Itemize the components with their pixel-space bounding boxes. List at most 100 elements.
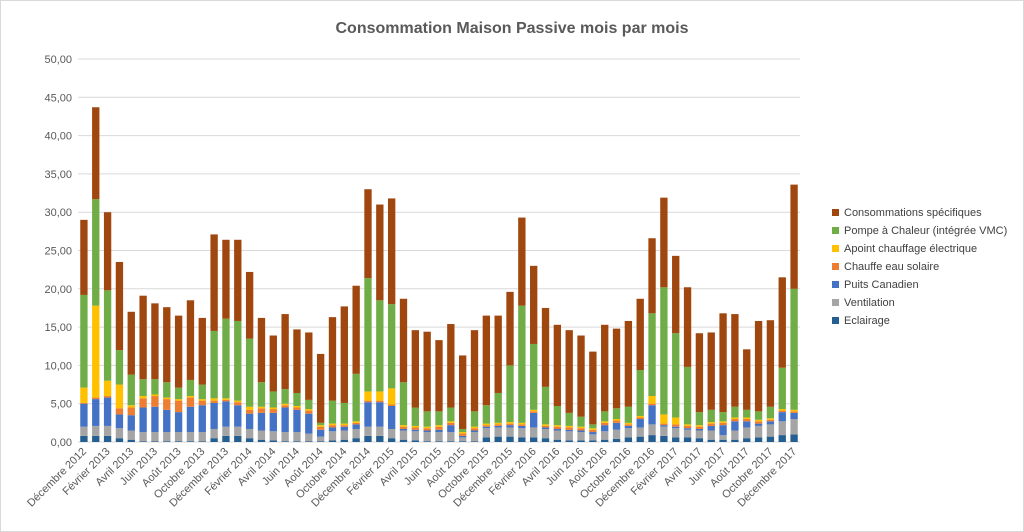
- bar-segment: [115, 408, 124, 415]
- bar-segment: [328, 400, 337, 424]
- bar-segment: [541, 386, 550, 425]
- bar-segment: [459, 428, 467, 433]
- bar-segment: [305, 332, 313, 400]
- bar-segment: [766, 436, 775, 442]
- bar-segment: [482, 405, 491, 424]
- bar-segment: [103, 290, 112, 381]
- bar-segment: [719, 425, 727, 436]
- bar-segment: [364, 189, 372, 279]
- legend-swatch: [832, 227, 839, 234]
- bar-segment: [387, 304, 396, 389]
- bar-segment: [719, 439, 727, 442]
- bar-segment: [269, 391, 277, 408]
- bar-segment: [530, 437, 538, 442]
- bar-segment: [530, 427, 538, 438]
- bar-segment: [435, 425, 443, 427]
- bar-segment: [482, 437, 491, 442]
- bar-segment: [743, 438, 751, 442]
- bar-segment: [245, 271, 254, 339]
- bar-segment: [624, 437, 633, 442]
- bar-segment: [316, 436, 325, 442]
- bar-segment: [541, 425, 550, 428]
- bar-segment: [186, 432, 195, 442]
- bar-segment: [612, 420, 621, 423]
- bar-segment: [660, 426, 668, 436]
- bar-segment: [210, 428, 218, 439]
- bar-segment: [743, 419, 751, 422]
- bar-segment: [766, 406, 775, 419]
- bar-segment: [198, 441, 206, 442]
- bar-segment: [482, 423, 491, 426]
- bar-segment: [151, 406, 159, 433]
- bar-segment: [530, 265, 538, 344]
- bar-segment: [518, 424, 526, 426]
- bar-segment: [127, 374, 135, 406]
- bar-segment: [577, 428, 585, 431]
- bar-segment: [624, 425, 633, 429]
- legend-swatch: [832, 299, 839, 306]
- bar-segment: [743, 409, 751, 418]
- bar-segment: [245, 338, 254, 407]
- bar-segment: [80, 294, 88, 388]
- bar-segment: [648, 238, 656, 314]
- bar-segment: [210, 438, 218, 442]
- bar-segment: [589, 424, 597, 429]
- bar-segment: [754, 437, 763, 442]
- bar-segment: [553, 439, 562, 442]
- bar-segment: [115, 350, 124, 385]
- bar-segment: [648, 313, 656, 397]
- chart-title: Consommation Maison Passive mois par moi…: [335, 20, 689, 37]
- bar-segment: [707, 439, 715, 442]
- bar-segment: [127, 415, 135, 431]
- bar-segment: [447, 425, 455, 433]
- bar-segment: [340, 426, 348, 431]
- bar-segment: [565, 427, 573, 430]
- bar-segment: [577, 416, 585, 427]
- bar-segment: [340, 430, 348, 440]
- bar-segment: [399, 439, 408, 442]
- bar-segment: [482, 315, 491, 406]
- bar-segment: [103, 380, 112, 397]
- bar-segment: [553, 428, 562, 431]
- bar-segment: [506, 423, 514, 426]
- bar-segment: [340, 439, 348, 442]
- bar-segment: [624, 422, 633, 425]
- bar-segment: [660, 425, 668, 427]
- bar-segment: [376, 426, 384, 436]
- bar-segment: [269, 409, 277, 413]
- bar-segment: [648, 403, 656, 406]
- bar-segment: [411, 429, 419, 432]
- bar-segment: [411, 427, 419, 430]
- bar-segment: [364, 426, 372, 436]
- bar-segment: [541, 438, 550, 442]
- bar-segment: [612, 422, 621, 430]
- legend-label: Eclairage: [844, 315, 890, 327]
- bar-segment: [719, 313, 727, 413]
- bar-segment: [589, 434, 597, 441]
- bar-segment: [470, 432, 479, 442]
- bar-segment: [731, 406, 739, 418]
- bar-segment: [553, 430, 562, 440]
- bar-segment: [198, 399, 206, 401]
- bar-segment: [743, 421, 751, 428]
- bar-segment: [151, 379, 159, 395]
- legend-label: Apoint chauffage électrique: [844, 243, 977, 255]
- bar-segment: [518, 422, 526, 425]
- bar-segment: [648, 405, 656, 425]
- bar-segment: [328, 427, 337, 432]
- bar-segment: [518, 217, 526, 306]
- bar-segment: [305, 413, 313, 434]
- bar-segment: [518, 437, 526, 442]
- bar-segment: [281, 314, 289, 390]
- bar-segment: [151, 441, 159, 442]
- bar-segment: [340, 423, 348, 426]
- bar-segment: [316, 426, 325, 430]
- bar-segment: [281, 407, 289, 433]
- bar-segment: [174, 441, 183, 442]
- bar-segment: [364, 278, 372, 392]
- bar-segment: [281, 405, 289, 408]
- bar-segment: [506, 291, 514, 366]
- bar-segment: [222, 318, 230, 399]
- legend-label: Pompe à Chaleur (intégrée VMC): [844, 225, 1007, 237]
- bar-segment: [494, 392, 502, 423]
